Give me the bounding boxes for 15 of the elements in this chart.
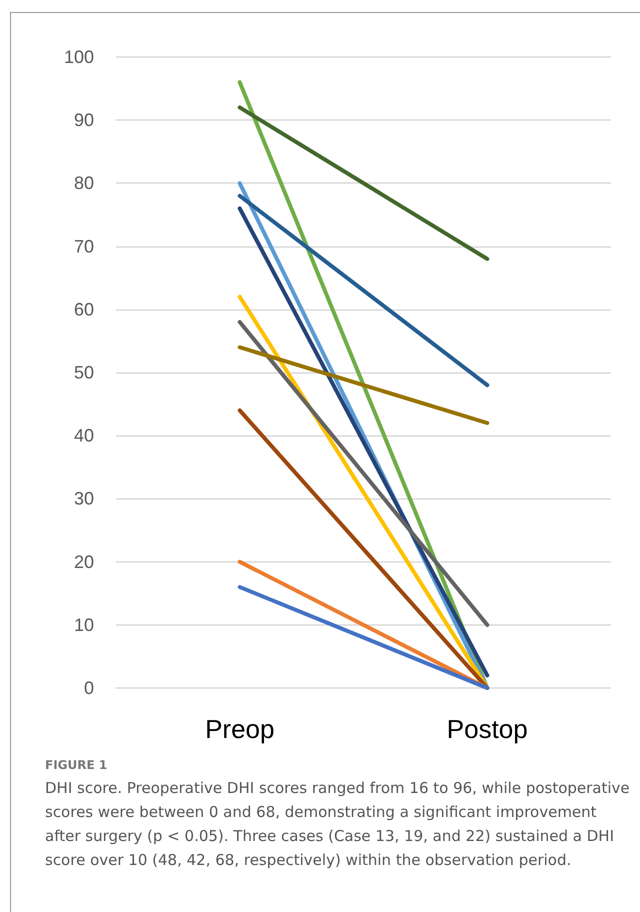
y-tick-label: 90 — [74, 110, 94, 130]
x-tick-label: Postop — [446, 714, 528, 744]
x-tick-label: Preop — [205, 714, 274, 744]
y-tick-label: 100 — [64, 47, 94, 67]
y-tick-label: 80 — [74, 173, 94, 194]
y-tick-label: 70 — [74, 236, 94, 256]
y-tick-label: 0 — [84, 678, 94, 698]
y-tick-label: 20 — [74, 552, 94, 572]
y-tick-label: 40 — [74, 426, 94, 446]
y-tick-label: 30 — [74, 488, 94, 509]
y-tick-label: 10 — [74, 614, 94, 635]
text: FIGURE 1 — [45, 758, 108, 772]
text: DHI score. Preoperative DHI scores ranged from 16 to 96, while postoperative scores were between 0 and 68, demonstrating a significant improvement after surgery (p < 0.05). Three cases (Case 13, 19, and 22) sustained a DHI score over 10 (48, 42, 68, respectively) within the observation period. — [45, 778, 631, 871]
y-tick-label: 60 — [74, 299, 94, 320]
y-tick-label: 50 — [74, 362, 94, 382]
